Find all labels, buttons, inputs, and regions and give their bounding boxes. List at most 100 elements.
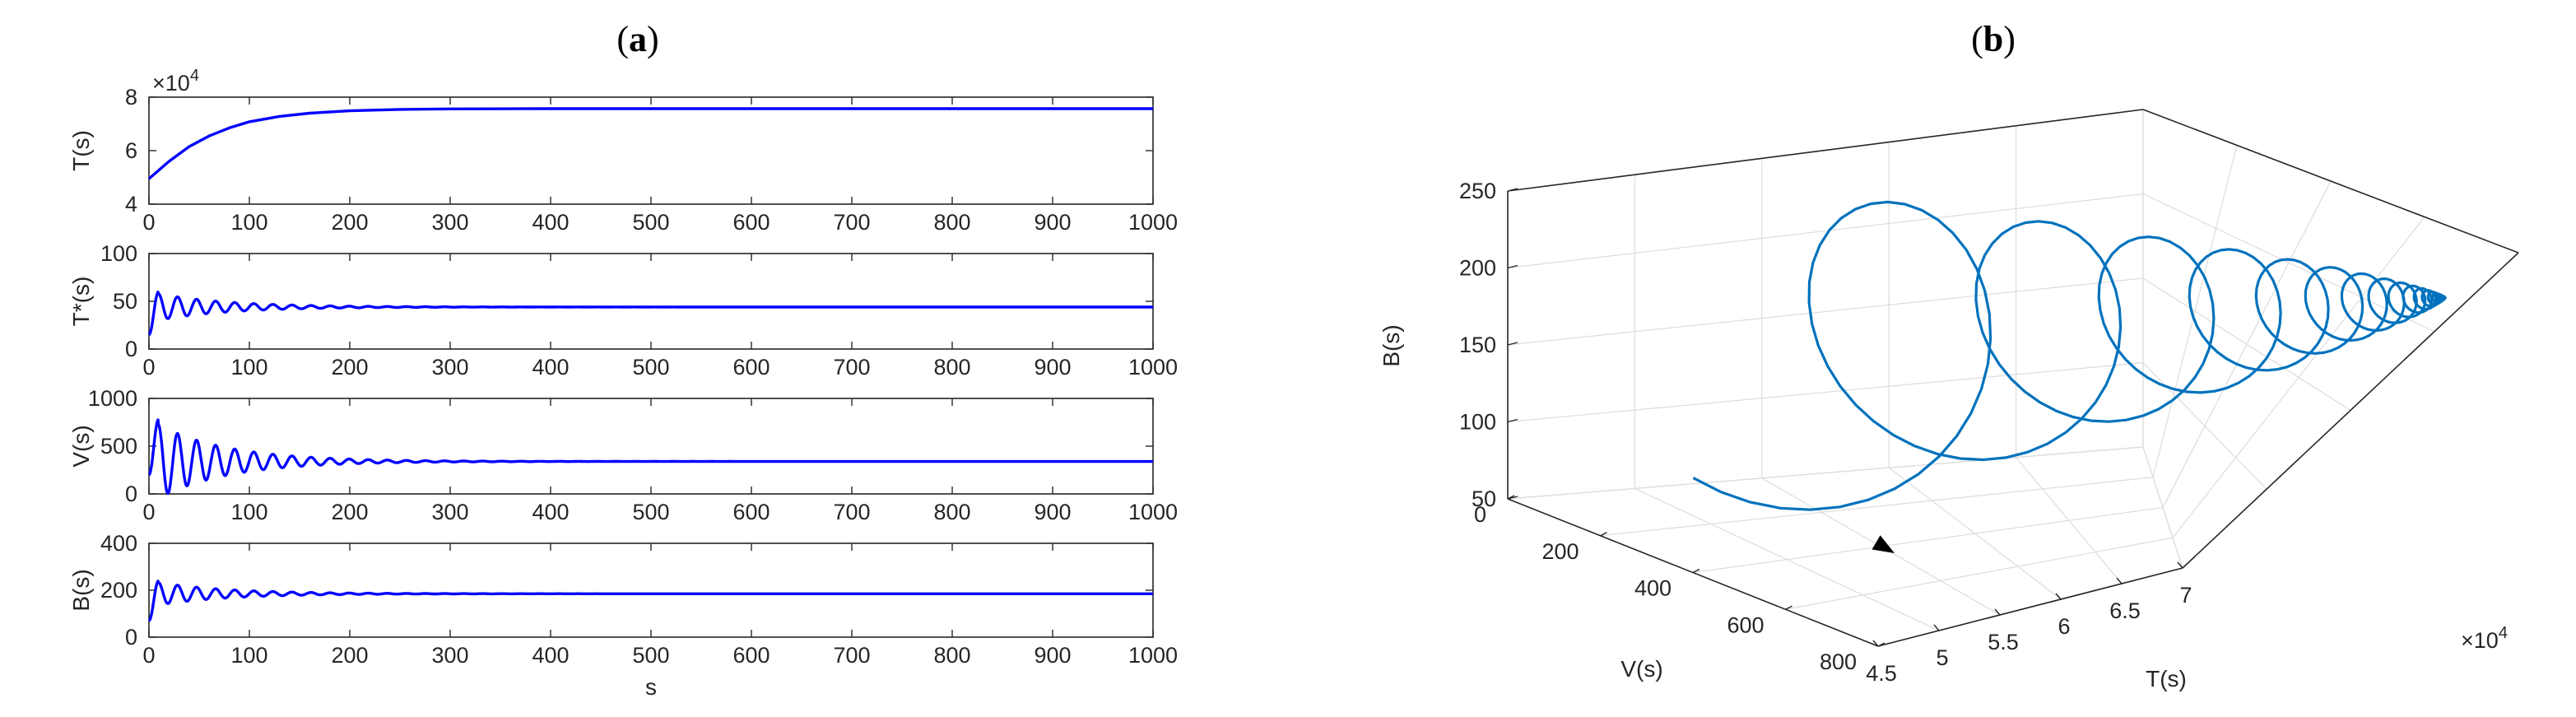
z-tick-mark (1507, 188, 1518, 192)
grid-line (1507, 446, 2144, 500)
plot-frame (148, 96, 1154, 205)
x-tick-label: 100 (230, 355, 267, 379)
v-tick-mark (1507, 495, 1515, 500)
t-tick-label: 6.5 (2109, 598, 2141, 623)
x-tick-label: 300 (431, 355, 468, 379)
y-tick-label: 500 (100, 434, 137, 459)
x-tick-label: 700 (833, 355, 870, 379)
x-tick-label: 300 (431, 500, 468, 524)
direction-arrow (1872, 535, 1895, 553)
y-axis-label: B(s) (68, 569, 94, 611)
grid-line (1692, 506, 2164, 574)
grid-line (1507, 193, 2144, 269)
z-tick-label: 200 (1459, 256, 1496, 281)
panel-b-title: (b) (1971, 19, 2016, 59)
z-tick-label: 100 (1459, 410, 1496, 435)
y-tick-label: 400 (100, 531, 137, 556)
x-tick-label: 400 (532, 643, 569, 668)
subplot-2: 0 100 200 300 400 500 600 700 800 900 1000050100T*… (68, 241, 1178, 379)
v-tick-label: 600 (1727, 612, 1764, 637)
v-tick-label: 200 (1541, 539, 1579, 564)
x-tick-label: 1000 (1128, 500, 1178, 524)
v-tick-label: 0 (1474, 502, 1486, 527)
x-tick-label: 500 (632, 355, 669, 379)
exponent-base: ×10 (2461, 628, 2499, 653)
subplot-4: 0 100 200 300 400 500 600 700 800 900 10000200400B… (68, 531, 1178, 700)
x-tick-label: 0 (142, 500, 155, 524)
x-tick-label: 600 (732, 210, 770, 235)
series-line (147, 291, 1155, 337)
b-axis-label: B(s) (1379, 324, 1404, 366)
v-tick-mark (1600, 532, 1607, 537)
x-tick-label: 300 (431, 210, 468, 235)
axis-t (1877, 567, 2183, 647)
t-tick-label: 6 (2058, 614, 2070, 639)
y-tick-label: 0 (125, 337, 137, 361)
t-tick-label: 4.5 (1866, 661, 1897, 686)
box-edge (2142, 109, 2519, 254)
y-tick-label: 8 (125, 85, 137, 109)
v-tick-mark (1785, 605, 1793, 610)
x-tick-label: 500 (632, 210, 669, 235)
x-tick-label: 1000 (1128, 210, 1178, 235)
x-tick-label: 700 (833, 643, 870, 668)
series-line (147, 418, 1155, 496)
x-tick-label: 100 (230, 500, 267, 524)
grid-line (1507, 361, 2144, 423)
z-tick-label: 50 (1472, 487, 1496, 511)
x-tick-label: 0 (142, 355, 155, 379)
z-tick-label: 250 (1459, 179, 1496, 203)
plot-frame (148, 398, 1154, 495)
v-axis-label: V(s) (1620, 656, 1662, 682)
series-line (147, 107, 1153, 180)
x-tick-label: 700 (833, 210, 870, 235)
y-axis-label: V(s) (68, 425, 94, 467)
x-tick-label: 800 (933, 355, 970, 379)
x-tick-label: 900 (1034, 643, 1071, 668)
grid-line (1507, 277, 2144, 346)
x-tick-label: 100 (230, 643, 267, 668)
y-axis-label: T*(s) (68, 277, 94, 327)
x-tick-label: 800 (933, 500, 970, 524)
y-tick-label: 0 (125, 625, 137, 649)
y-tick-label: 50 (113, 289, 137, 314)
panel-a: 0 100 200 300 400 500 600 700 800 900 1000468T(s)×… (68, 67, 1178, 700)
y-tick-label: 1000 (88, 386, 137, 411)
x-tick-label: 200 (331, 500, 368, 524)
z-tick-label: 150 (1459, 333, 1496, 357)
x-tick-label: 400 (532, 210, 569, 235)
x-tick-label: 1000 (1128, 355, 1178, 379)
exponent-base: ×10 (152, 71, 190, 95)
v-tick-mark (1877, 642, 1886, 647)
z-tick-mark (1507, 418, 1518, 423)
x-tick-label: 1000 (1128, 643, 1178, 668)
x-tick-label: 200 (331, 643, 368, 668)
y-axis-label: T(s) (68, 130, 94, 171)
plot-frame (148, 253, 1154, 350)
panel-b: 50 100 150 200 250 0 200 400 600 800 4.5 5 5.5 6 6.5 7 V… (1379, 109, 2519, 691)
x-tick-label: 300 (431, 643, 468, 668)
box-edge (1507, 109, 2144, 192)
v-tick-label: 800 (1820, 649, 1857, 674)
x-tick-label: 800 (933, 643, 970, 668)
trajectory-line (1692, 200, 2447, 511)
exponent-label: ×104 (2461, 624, 2508, 653)
subplot-3: 0 100 200 300 400 500 600 700 800 900 1000 0 500 1000… (68, 386, 1178, 524)
x-tick-label: 600 (732, 500, 770, 524)
x-tick-label: 200 (331, 355, 368, 379)
y-tick-label: 4 (125, 192, 137, 216)
plot-frame (148, 542, 1154, 638)
grid-line (2142, 277, 2351, 412)
grid-line (1600, 477, 2154, 537)
x-tick-label: 400 (532, 500, 569, 524)
t-tick-label: 5.5 (1988, 630, 2019, 654)
y-tick-label: 200 (100, 578, 137, 603)
y-tick-label: 100 (100, 241, 137, 266)
grid-line (2142, 362, 2267, 490)
x-tick-label: 600 (732, 355, 770, 379)
exponent-label: ×104 (152, 67, 199, 95)
x-tick-label: 0 (142, 643, 155, 668)
x-tick-label: 0 (142, 210, 155, 235)
x-tick-label: 200 (331, 210, 368, 235)
